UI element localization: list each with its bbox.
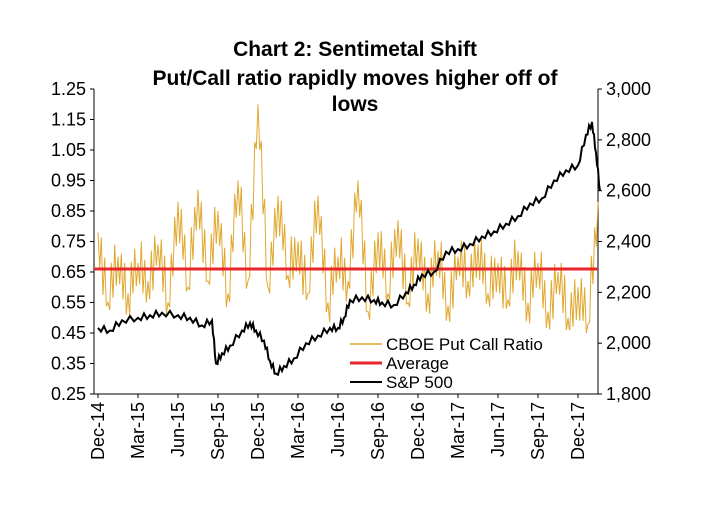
left-y-tick-label: 0.55 bbox=[51, 293, 86, 313]
right-y-tick-label: 2,200 bbox=[606, 282, 651, 302]
chart-subtitle-line-2: lows bbox=[331, 93, 379, 116]
right-y-tick-label: 2,600 bbox=[606, 181, 651, 201]
legend-put-call-ratio-label: CBOE Put Call Ratio bbox=[386, 335, 543, 354]
x-tick-label: Dec-14 bbox=[88, 402, 108, 460]
left-y-tick-label: 1.25 bbox=[51, 79, 86, 99]
x-tick-label: Sep-15 bbox=[208, 402, 228, 460]
right-y-tick-label: 2,000 bbox=[606, 333, 651, 353]
chart-subtitle-line-1: Put/Call ratio rapidly moves higher off … bbox=[152, 67, 558, 90]
x-tick-label: Sep-17 bbox=[528, 402, 548, 460]
left-y-tick-label: 0.35 bbox=[51, 354, 86, 374]
x-tick-label: Mar-16 bbox=[288, 402, 308, 459]
left-y-tick-label: 0.65 bbox=[51, 262, 86, 282]
x-tick-label: Dec-17 bbox=[568, 402, 588, 460]
left-y-tick-label: 0.75 bbox=[51, 232, 86, 252]
right-y-tick-label: 1,800 bbox=[606, 384, 651, 404]
left-y-tick-label: 0.85 bbox=[51, 201, 86, 221]
x-tick-label: Jun-17 bbox=[488, 402, 508, 457]
legend-box bbox=[346, 330, 574, 392]
series-put-call-ratio-line bbox=[97, 104, 599, 334]
right-y-tick-label: 2,800 bbox=[606, 130, 651, 150]
x-tick-label: Jun-16 bbox=[328, 402, 348, 457]
left-y-tick-label: 0.45 bbox=[51, 323, 86, 343]
legend-average-label: Average bbox=[386, 354, 449, 373]
x-tick-label: Dec-15 bbox=[248, 402, 268, 460]
x-tick-label: Jun-15 bbox=[168, 402, 188, 457]
x-tick-label: Dec-16 bbox=[408, 402, 428, 460]
x-tick-label: Sep-16 bbox=[368, 402, 388, 460]
x-tick-label: Mar-17 bbox=[448, 402, 468, 459]
left-y-tick-label: 1.05 bbox=[51, 140, 86, 160]
left-y-tick-label: 0.95 bbox=[51, 171, 86, 191]
x-tick-label: Mar-15 bbox=[128, 402, 148, 459]
left-y-tick-label: 0.25 bbox=[51, 384, 86, 404]
series-sp500-line bbox=[97, 121, 601, 377]
chart-title: Chart 2: Sentimetal Shift bbox=[233, 38, 477, 61]
legend-sp500-label: S&P 500 bbox=[386, 373, 453, 392]
right-y-tick-label: 2,400 bbox=[606, 232, 651, 252]
left-y-tick-label: 1.15 bbox=[51, 110, 86, 130]
right-y-tick-label: 3,000 bbox=[606, 79, 651, 99]
